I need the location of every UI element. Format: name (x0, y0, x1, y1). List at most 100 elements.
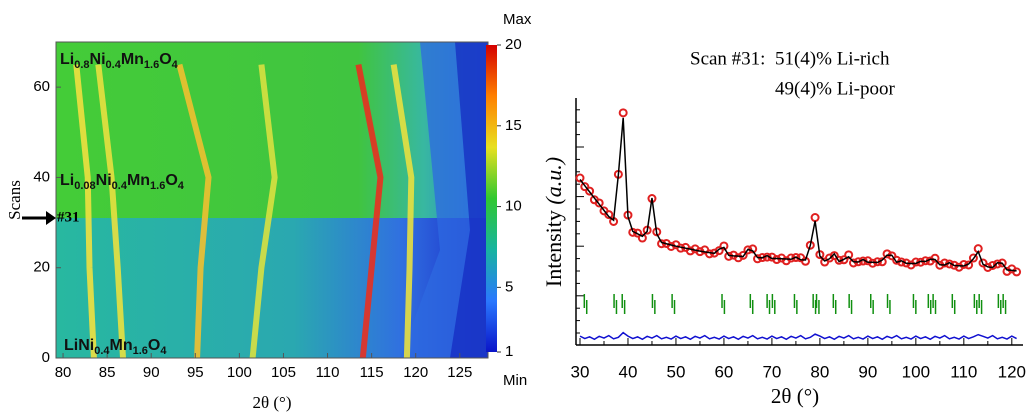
observed-point (968, 253, 978, 263)
y-tick-label: 40 (33, 168, 50, 185)
observed-point (839, 255, 849, 265)
observed-point (930, 253, 940, 263)
x-tick-label: 90 (143, 364, 160, 381)
colorbar-tick-label: 10 (505, 198, 522, 215)
refinement-annotation: Scan #31: 51(4)% Li-rich (690, 48, 890, 69)
colorbar-tick-label: 5 (505, 278, 513, 295)
element: LiNi (64, 337, 94, 354)
observed-point (714, 246, 724, 256)
peak-trace (176, 63, 212, 358)
observed-point (637, 233, 647, 243)
x-tick-label: 110 (950, 362, 977, 381)
x-tick-label: 40 (619, 362, 638, 381)
observed-point (738, 250, 748, 260)
y-axis-label: Intensity (a.u.) (541, 157, 566, 287)
observed-point (585, 186, 595, 196)
observed-point (719, 241, 729, 251)
subscript: 4 (178, 180, 185, 192)
peak-trace (355, 63, 384, 358)
heatmap-background (56, 42, 488, 358)
element: Mn (121, 51, 144, 68)
observed-point (772, 255, 782, 265)
subscript: 4 (160, 345, 167, 357)
x-tick-label: 115 (360, 364, 384, 381)
x-tick-label: 100 (902, 362, 930, 381)
x-axis-label: 2θ (°) (771, 384, 819, 408)
x-tick-label: 85 (99, 364, 116, 381)
x-tick-label: 120 (403, 364, 428, 381)
subscript: 0.08 (74, 180, 95, 192)
subscript: 0.8 (74, 59, 89, 71)
colorbar-min-label: Min (503, 372, 527, 389)
element: Li (60, 51, 74, 68)
element: O (159, 51, 171, 68)
y-axis-label-text: Intensity (541, 205, 566, 288)
x-tick-label: 80 (810, 362, 829, 381)
x-tick-label: 105 (271, 364, 296, 381)
subscript: 0.4 (94, 345, 110, 357)
y-tick-label: 20 (33, 259, 50, 276)
compound-label: Li0.8Ni0.4Mn1.6O4 (60, 51, 179, 71)
element: O (148, 337, 160, 354)
subscript: 1.6 (144, 59, 159, 71)
element: Ni (96, 172, 112, 189)
element: O (165, 172, 177, 189)
observed-point (844, 250, 854, 260)
peak-trace (249, 64, 278, 358)
observed-point (753, 254, 763, 264)
x-tick-label: 120 (998, 362, 1026, 381)
observed-point (633, 228, 643, 238)
peak-trace (73, 64, 97, 358)
subscript: 1.6 (133, 345, 148, 357)
element: Ni (90, 51, 106, 68)
observed-point (810, 213, 820, 223)
compound-label: LiNi0.4Mn1.6O4 (64, 337, 167, 357)
observed-point (580, 182, 590, 192)
x-tick-label: 125 (447, 364, 472, 381)
refinement-annotation: 49(4)% Li-poor (775, 78, 895, 99)
subscript: 0.4 (112, 180, 128, 192)
observed-point (1012, 267, 1022, 277)
x-tick-label: 95 (187, 364, 204, 381)
x-axis-label: 2θ (°) (252, 393, 291, 412)
heatmap-traces (73, 63, 415, 358)
observed-point (848, 258, 858, 268)
subscript: 4 (172, 59, 179, 71)
observed-point (882, 249, 892, 259)
observed-point (892, 255, 902, 265)
observed-point (575, 173, 585, 183)
subscript: 1.6 (150, 180, 165, 192)
x-tick-label: 50 (666, 362, 685, 381)
colorbar-tick-label: 20 (505, 36, 522, 53)
x-tick-label: 80 (55, 364, 72, 381)
element: Li (60, 172, 74, 189)
x-tick-label: 30 (571, 362, 590, 381)
y-tick-label: 60 (33, 78, 50, 95)
peak-trace (95, 64, 126, 358)
x-tick-label: 90 (858, 362, 877, 381)
colorbar-max-label: Max (503, 11, 532, 28)
observed-point (868, 258, 878, 268)
x-tick-label: 110 (316, 364, 340, 381)
y-tick-label: 0 (42, 349, 50, 366)
subscript: 0.4 (106, 59, 122, 71)
x-tick-label: 60 (714, 362, 733, 381)
observed-point (791, 253, 801, 263)
calculated-line (579, 117, 1017, 272)
observed-point (618, 108, 628, 118)
observed-point (992, 259, 1002, 269)
compound-label: Li0.08Ni0.4Mn1.6O4 (60, 172, 185, 192)
colorbar-tick-label: 15 (505, 117, 522, 134)
observed-point (685, 246, 695, 256)
observed-point (978, 258, 988, 268)
observed-point (594, 198, 604, 208)
peak-trace (390, 64, 415, 358)
observed-point (604, 210, 614, 220)
x-tick-label: 100 (227, 364, 252, 381)
observed-point (748, 244, 758, 254)
y-axis-label: Scans (5, 180, 24, 220)
y-axis-label-unit: (a.u.) (541, 157, 566, 205)
element: Mn (110, 337, 133, 354)
